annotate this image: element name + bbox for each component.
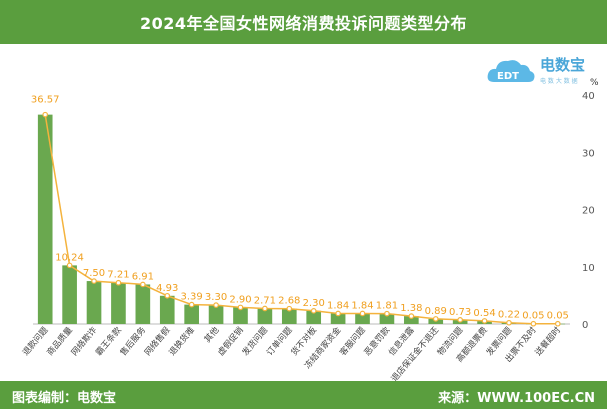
y-tick-label: 20 [582,206,595,217]
line-point [432,316,439,322]
y-tick-label: 40 [582,91,595,102]
data-label: 0.73 [449,307,471,318]
logo-name: 电数宝 [540,56,585,74]
logo-subtitle: 电 数 大 数 据 [540,77,578,85]
line-point [213,302,219,308]
footer-credit: 图表编制：电数宝 [12,391,117,406]
line-point [530,320,537,327]
line-point [91,278,97,284]
bar [159,295,175,324]
trend-line [44,114,558,325]
chart-title: 2024年全国女性网络消费投诉问题类型分布 [0,0,607,44]
unit-label: % [590,78,599,88]
data-label: 3.39 [181,292,203,303]
line-point [140,281,146,288]
y-tick-label: 30 [582,148,595,159]
line-point [408,313,415,319]
data-label: 2.68 [278,296,300,307]
line-point [237,304,244,311]
line-point [481,318,488,324]
line-point [164,292,171,299]
line-point [286,305,293,312]
bar [111,282,126,324]
line-point [310,308,317,314]
data-label: 2.71 [254,295,276,306]
data-label: 0.22 [498,310,520,321]
bar [306,310,322,324]
y-tick-label: 0 [582,320,588,331]
footer: 图表编制：电数宝 来源：WWW.100EC.CN [0,381,607,409]
line-point [115,279,122,286]
bar [208,305,224,324]
data-label: 0.05 [522,311,544,322]
x-tick-label: 退换货难 [167,324,198,357]
bar [404,316,419,324]
bar [184,304,199,324]
bar [62,265,77,324]
bar [281,308,297,324]
line-point [554,320,561,327]
data-label: 7.50 [83,268,105,279]
line-point [42,111,49,118]
bar [379,313,395,324]
bar [257,308,273,324]
data-label: 0.89 [425,306,447,317]
y-tick-label: 10 [582,263,595,274]
svg-text:EDT: EDT [497,71,519,82]
data-label: 2.30 [303,298,325,309]
line-point [359,310,366,317]
data-label: 6.91 [132,271,154,282]
bar [37,114,53,324]
data-label: 1.38 [400,303,422,314]
line-point [384,310,390,317]
bar [330,313,346,324]
line-point [66,262,73,269]
data-label: 36.57 [31,95,60,106]
line-point [506,319,512,326]
data-label: 1.84 [351,300,373,311]
line-point [457,317,463,323]
cloud-logo-icon: EDT [487,60,535,82]
footer-source: 来源：WWW.100EC.CN [438,391,595,406]
bar [86,281,102,324]
bar [135,284,151,324]
line-point [188,301,195,308]
bar [233,307,248,324]
data-label: 3.30 [205,292,227,303]
x-tick-label: 送餐超时 [533,324,564,357]
line-point [335,310,341,317]
data-label: 1.84 [327,300,349,311]
dianshubao-logo: EDT 电数宝 电 数 大 数 据 % [486,52,606,88]
data-label: 10.24 [55,252,84,263]
data-label: 4.93 [156,283,178,294]
x-tick-label: 其他 [202,324,222,344]
data-label: 7.21 [107,270,129,281]
data-label: 2.90 [229,294,251,305]
data-label: 1.81 [376,301,398,312]
line-point [262,305,268,312]
data-label: 0.54 [473,308,495,319]
chart-area: 0 10 20 30 40 36.57 10.24 7.50 7.21 6.914.933.39 3… [20,91,595,381]
bar [355,313,370,324]
data-label: 0.05 [547,311,569,322]
